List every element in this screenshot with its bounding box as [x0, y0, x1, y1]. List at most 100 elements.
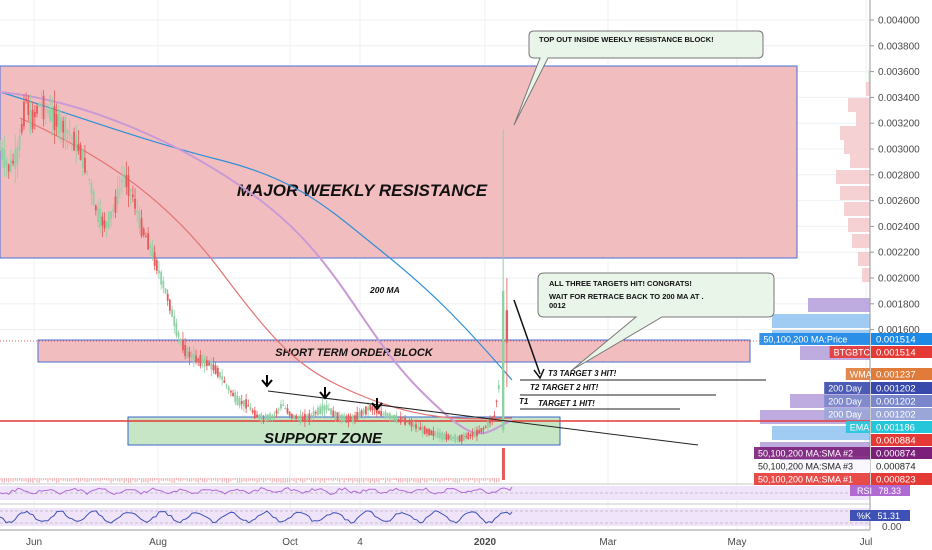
candle-body: [378, 410, 380, 415]
volume-profile-bar: [844, 140, 870, 154]
volume-bar: [326, 478, 328, 481]
volume-bar: [402, 478, 404, 483]
volume-bar: [289, 478, 291, 483]
candle-body: [473, 430, 476, 437]
candle-body: [421, 426, 424, 433]
volume-bar: [16, 478, 19, 482]
candle-body: [64, 116, 67, 141]
volume-bar: [421, 478, 424, 481]
volume-bar: [321, 478, 323, 481]
volume-bar: [219, 478, 221, 481]
candle-body: [447, 435, 450, 440]
volume-bar: [134, 478, 136, 483]
volume-bar: [297, 478, 299, 481]
volume-bar: [265, 478, 267, 482]
volume-bar: [328, 478, 330, 481]
volume-bar: [40, 478, 42, 481]
volume-bar: [443, 478, 445, 482]
price-tag: 200 Day 0.001202: [824, 395, 932, 408]
volume-bar: [191, 478, 193, 482]
volume-bar: [258, 478, 260, 482]
volume-bar: [384, 478, 387, 483]
volume-profile-bar: [850, 154, 870, 168]
candle-body: [371, 406, 374, 411]
volume-bar: [34, 478, 36, 481]
volume-bar: [343, 478, 345, 483]
volume-bar: [391, 478, 393, 481]
candle-body: [343, 415, 346, 423]
candle-body: [454, 434, 457, 442]
volume-bar: [395, 478, 397, 481]
volume-bar: [8, 478, 10, 483]
volume-bar: [62, 478, 64, 481]
price-tag-label: BTGBTC: [834, 348, 871, 358]
volume-bar: [90, 478, 93, 481]
volume-bar: [389, 478, 391, 483]
candle-body: [441, 432, 444, 440]
volume-bar: [88, 478, 90, 482]
candle-body: [129, 189, 132, 192]
volume-bar: [93, 478, 95, 481]
stoch-tag-label: %K: [857, 511, 871, 521]
candle-body: [282, 404, 285, 406]
volume-bar: [97, 478, 99, 481]
volume-bar: [154, 478, 156, 481]
volume-bar: [188, 478, 191, 482]
volume-bar: [426, 478, 428, 483]
volume-bar: [177, 478, 180, 482]
candle-body: [75, 136, 78, 153]
candle-body: [203, 357, 206, 367]
candle-body: [484, 426, 487, 428]
candle-body: [153, 252, 156, 266]
y-tick-label: 0.003600: [878, 67, 920, 78]
candle-body: [182, 340, 184, 351]
stoch-tag: %K 51.31: [850, 510, 910, 521]
candle-body: [31, 109, 34, 129]
candle-body: [140, 218, 143, 237]
y-tick-label: 0.003800: [878, 41, 920, 52]
x-axis-ticks: Jun Aug Oct 4 2020 Mar May Jul: [26, 537, 872, 548]
candle-body: [367, 407, 369, 411]
candle-body: [273, 414, 276, 416]
y-tick-label: 0.004000: [878, 16, 920, 27]
candle-body: [456, 437, 459, 440]
candle-body: [118, 188, 121, 190]
candle-body: [29, 110, 32, 132]
candle-body: [428, 428, 430, 436]
candle-body: [173, 316, 176, 326]
candle-body: [55, 114, 58, 127]
candle-body: [269, 413, 271, 421]
volume-bar: [319, 478, 321, 483]
volume-bar: [114, 478, 117, 481]
price-tag: 50,100,200 MA:SMA #2 0.000874: [754, 447, 932, 460]
volume-bar: [99, 478, 101, 482]
candle-body: [212, 364, 215, 371]
candle-body: [164, 288, 167, 294]
volume-bar: [12, 478, 14, 482]
volume-bar: [299, 478, 302, 482]
volume-bar: [160, 478, 162, 481]
volume-bar: [406, 478, 408, 483]
candle-body: [171, 309, 173, 317]
candle-body: [380, 410, 383, 417]
candle-body: [297, 418, 300, 420]
price-tag-value: 0.001202: [876, 410, 916, 421]
volume-bar: [149, 478, 151, 482]
candle-body: [397, 419, 400, 421]
price-tag-value: 0.001514: [876, 335, 916, 346]
volume-bar: [360, 478, 363, 482]
candle-body: [260, 413, 263, 422]
volume-bar: [132, 478, 134, 481]
volume-bar: [276, 478, 278, 483]
volume-bar: [58, 478, 60, 483]
price-tag-value: 0.000874: [876, 462, 916, 473]
stoch-pane: [0, 503, 870, 526]
volume-bar: [79, 478, 82, 482]
candle-body: [449, 434, 452, 441]
candle-body: [465, 435, 467, 438]
volume-bar: [273, 478, 276, 482]
candle-body: [166, 293, 169, 301]
candle-body: [5, 161, 8, 166]
candle-body: [330, 408, 332, 415]
